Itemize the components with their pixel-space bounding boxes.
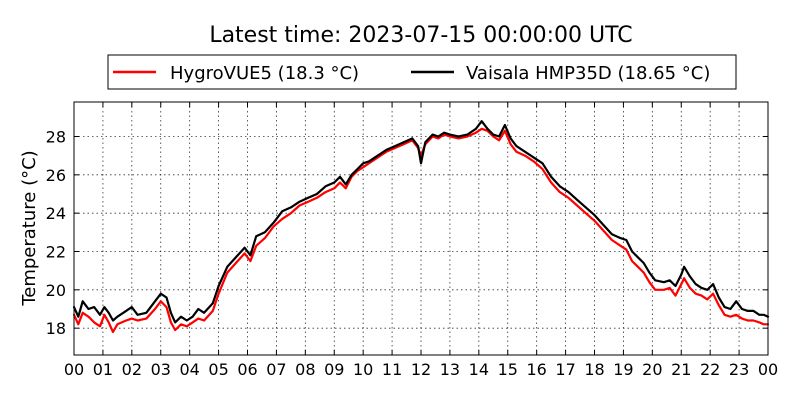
x-tick-label: 10 <box>353 360 373 379</box>
legend: HygroVUE5 (18.3 °C) Vaisala HMP35D (18.6… <box>107 54 737 90</box>
x-tick-label: 20 <box>642 360 662 379</box>
y-tick-label: 20 <box>46 281 66 300</box>
series-line-vaisala-hmp35d <box>72 120 770 324</box>
y-tick-label: 28 <box>46 128 66 147</box>
legend-label-vaisala-hmp35d: Vaisala HMP35D (18.65 °C) <box>466 63 710 84</box>
x-tick-label: 23 <box>729 360 749 379</box>
x-tick-label: 00 <box>758 360 778 379</box>
y-tick-label: 18 <box>46 319 66 338</box>
x-tick-label: 12 <box>411 360 431 379</box>
x-tick-label: 02 <box>122 360 142 379</box>
x-tick-label: 14 <box>469 360 489 379</box>
label-layer: 00 01 02 03 04 05 06 07 08 09 10 11 12 13 14 15 16 17 18 19… <box>46 128 779 380</box>
x-tick-label: 22 <box>700 360 720 379</box>
x-tick-label: 19 <box>613 360 633 379</box>
y-tick-label: 22 <box>46 243 66 262</box>
grid-layer <box>74 102 768 355</box>
x-tick-label: 05 <box>208 360 228 379</box>
x-tick-label: 16 <box>526 360 546 379</box>
x-tick-label: 13 <box>440 360 460 379</box>
x-tick-label: 18 <box>584 360 604 379</box>
x-tick-label: 15 <box>498 360 518 379</box>
x-tick-label: 06 <box>237 360 257 379</box>
chart-title: Latest time: 2023-07-15 00:00:00 UTC <box>209 23 632 48</box>
tick-layer <box>73 102 769 355</box>
x-tick-label: 04 <box>179 360 199 379</box>
legend-label-hygrovue5: HygroVUE5 (18.3 °C) <box>170 63 359 84</box>
x-tick-label: 07 <box>266 360 286 379</box>
y-axis-label: Temperature (°C) <box>19 150 40 306</box>
y-tick-label: 24 <box>46 204 66 223</box>
x-tick-label: 09 <box>324 360 344 379</box>
y-tick-label: 26 <box>46 166 66 185</box>
series-layer <box>72 120 770 334</box>
x-tick-label: 17 <box>555 360 575 379</box>
x-tick-label: 08 <box>295 360 315 379</box>
x-tick-label: 11 <box>382 360 402 379</box>
x-tick-label: 00 <box>64 360 84 379</box>
x-tick-label: 03 <box>151 360 171 379</box>
plot-frame <box>73 101 769 356</box>
x-tick-label: 21 <box>671 360 691 379</box>
x-tick-label: 01 <box>93 360 113 379</box>
